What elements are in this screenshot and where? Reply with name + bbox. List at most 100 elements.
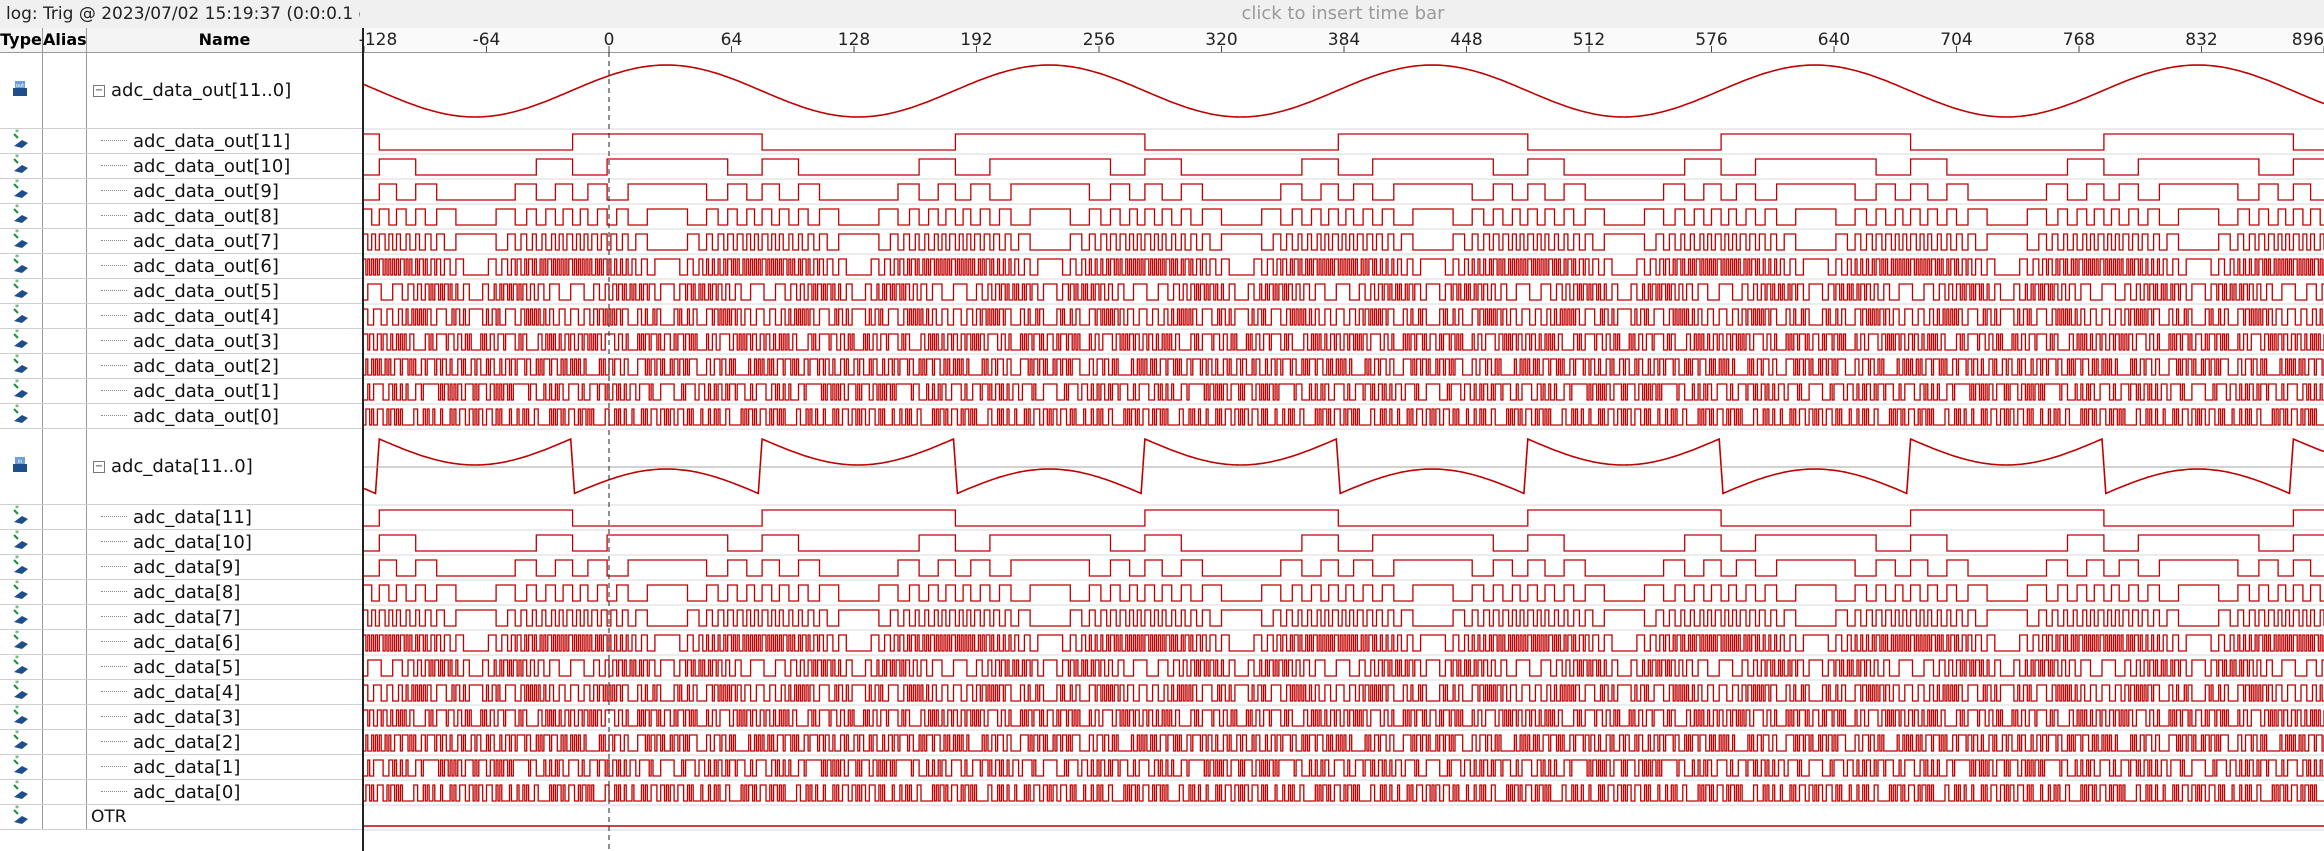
signal-row[interactable]: * adc_data[11] <box>0 504 362 530</box>
signal-row[interactable]: * adc_data_out[6] <box>0 253 362 279</box>
alias-cell <box>43 204 87 228</box>
collapse-icon[interactable]: − <box>93 460 105 473</box>
svg-text:*: * <box>15 654 19 663</box>
alias-cell <box>43 154 87 178</box>
alias-cell <box>43 304 87 328</box>
signal-row[interactable]: * adc_data_out[4] <box>0 303 362 329</box>
signal-row[interactable]: * adc_data_out[3] <box>0 328 362 354</box>
signal-row[interactable]: * adc_data[8] <box>0 579 362 605</box>
alias-cell <box>43 630 87 654</box>
bit-waveform <box>364 709 2324 727</box>
type-cell: * <box>0 303 43 328</box>
signal-name: adc_data[6] <box>133 631 241 653</box>
signal-row[interactable]: * adc_data[2] <box>0 729 362 755</box>
svg-text:*: * <box>15 554 19 563</box>
node-icon: * <box>10 529 32 555</box>
bit-waveform <box>364 734 2324 752</box>
signal-row[interactable]: * adc_data[4] <box>0 679 362 705</box>
tree-connector <box>101 791 127 793</box>
signal-row[interactable]: out − adc_data_out[11..0] <box>0 53 362 129</box>
node-icon: * <box>10 654 32 680</box>
bit-waveform <box>364 183 2324 201</box>
signal-name-cell: adc_data_out[3] <box>87 329 362 353</box>
tree-connector <box>101 215 127 217</box>
signal-name-cell: adc_data[1] <box>87 755 362 779</box>
alias-cell <box>43 655 87 679</box>
signal-row[interactable]: * adc_data_out[7] <box>0 228 362 254</box>
signal-row[interactable]: * adc_data_out[9] <box>0 178 362 204</box>
bit-waveform <box>364 509 2324 527</box>
bit-waveform <box>364 233 2324 251</box>
signal-name: adc_data_out[3] <box>133 330 279 352</box>
signal-row[interactable]: * adc_data[5] <box>0 654 362 680</box>
status-bar: log: Trig @ 2023/07/02 15:19:37 (0:0:0.1… <box>0 0 2324 29</box>
signal-row[interactable]: * adc_data[6] <box>0 629 362 655</box>
time-tick-label: 0 <box>603 30 615 50</box>
tree-connector <box>101 591 127 593</box>
signal-name-cell: adc_data_out[8] <box>87 204 362 228</box>
signal-name: adc_data[2] <box>133 731 241 753</box>
signal-row[interactable]: * adc_data_out[10] <box>0 153 362 179</box>
signal-row[interactable]: in − adc_data[11..0] <box>0 429 362 505</box>
bit-waveform <box>364 358 2324 376</box>
signal-name: adc_data[9] <box>133 556 241 578</box>
type-cell: in <box>0 429 43 504</box>
insert-time-bar-area[interactable]: click to insert time bar <box>1241 3 1445 24</box>
signal-row[interactable]: * adc_data_out[0] <box>0 403 362 429</box>
signal-row[interactable]: * OTR <box>0 804 362 830</box>
signal-row[interactable]: * adc_data[10] <box>0 529 362 555</box>
signal-name-cell: adc_data_out[7] <box>87 229 362 253</box>
svg-text:*: * <box>15 604 19 613</box>
signal-row[interactable]: * adc_data[1] <box>0 754 362 780</box>
signal-row[interactable]: * adc_data_out[11] <box>0 128 362 154</box>
bit-waveform <box>364 283 2324 301</box>
signal-name-cell: adc_data_out[2] <box>87 354 362 378</box>
bit-waveform <box>364 258 2324 276</box>
signal-name: adc_data_out[6] <box>133 255 279 277</box>
time-tick-label: 832 <box>2185 30 2218 50</box>
node-icon: * <box>10 203 32 229</box>
svg-text:*: * <box>15 729 19 738</box>
column-alias[interactable]: Alias <box>43 28 87 52</box>
signal-name: adc_data_out[0] <box>133 405 279 427</box>
node-icon: * <box>10 504 32 530</box>
signal-list-pane: Type Alias Name out − adc_data_out[11..0] *… <box>0 28 364 851</box>
signal-row[interactable]: * adc_data_out[8] <box>0 203 362 229</box>
node-icon: * <box>10 729 32 755</box>
signal-row[interactable]: * adc_data_out[5] <box>0 278 362 304</box>
type-cell: * <box>0 754 43 779</box>
column-type[interactable]: Type <box>0 28 43 52</box>
tree-connector <box>101 766 127 768</box>
type-cell: * <box>0 178 43 203</box>
type-cell: * <box>0 579 43 604</box>
signal-name-cell: OTR <box>87 805 366 829</box>
waveform-pane[interactable]: -128 -64 0 64 128 192 256 320 384 448 512 576 640 704… <box>359 28 2324 851</box>
time-tick-label: 448 <box>1450 30 1483 50</box>
node-icon: * <box>10 153 32 179</box>
collapse-icon[interactable]: − <box>93 84 105 97</box>
signal-name: adc_data[4] <box>133 681 241 703</box>
alias-cell <box>43 379 87 403</box>
signal-row[interactable]: * adc_data[7] <box>0 604 362 630</box>
signal-row[interactable]: * adc_data[0] <box>0 779 362 805</box>
type-cell: * <box>0 529 43 555</box>
signal-row[interactable]: * adc_data[9] <box>0 554 362 580</box>
column-name[interactable]: Name <box>198 30 251 49</box>
signal-name-cell: adc_data[5] <box>87 655 362 679</box>
time-tick-label: 384 <box>1327 30 1361 50</box>
node-icon: * <box>10 353 32 379</box>
signal-row[interactable]: * adc_data[3] <box>0 704 362 730</box>
svg-text:out: out <box>16 83 24 89</box>
alias-cell <box>43 580 87 604</box>
type-cell: * <box>0 328 43 353</box>
time-tick-label: 576 <box>1695 30 1728 50</box>
alias-cell <box>43 555 87 579</box>
waveform-canvas[interactable] <box>364 28 2324 851</box>
signal-name-cell: adc_data_out[10] <box>87 154 362 178</box>
tree-connector <box>101 165 127 167</box>
signal-row[interactable]: * adc_data_out[1] <box>0 378 362 404</box>
tree-connector <box>101 140 127 142</box>
signal-row[interactable]: * adc_data_out[2] <box>0 353 362 379</box>
tree-connector <box>101 641 127 643</box>
svg-text:*: * <box>15 403 19 412</box>
